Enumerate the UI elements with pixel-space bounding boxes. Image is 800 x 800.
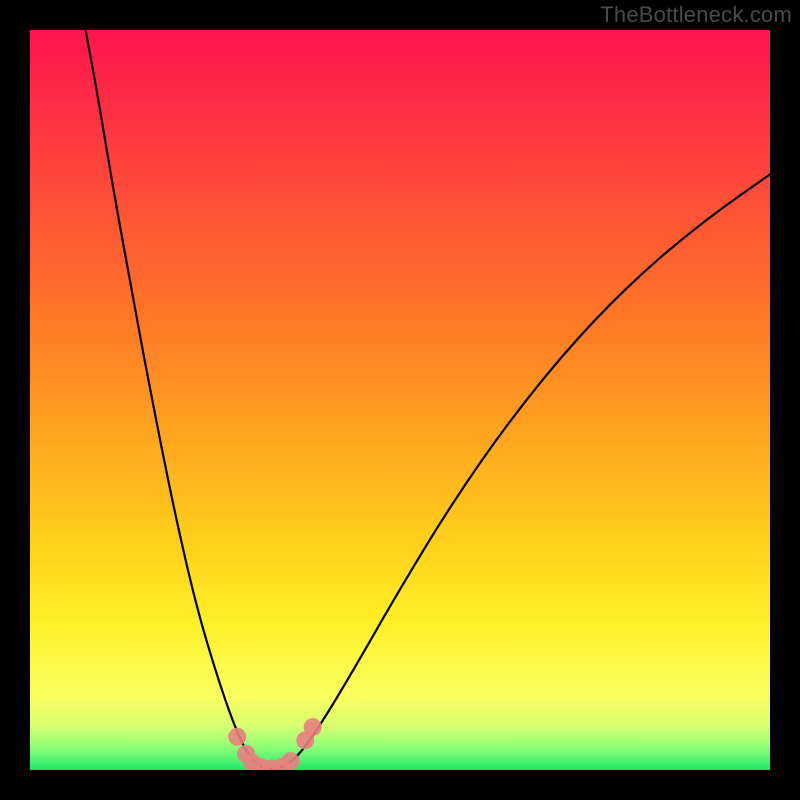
- chart-frame: TheBottleneck.com: [0, 0, 800, 800]
- min-marker: [304, 718, 322, 736]
- min-marker: [281, 752, 299, 770]
- plot-area: [30, 30, 770, 770]
- watermark-label: TheBottleneck.com: [600, 2, 792, 28]
- curve-layer: [30, 30, 770, 770]
- bottleneck-curve: [86, 30, 771, 769]
- min-marker: [228, 728, 246, 746]
